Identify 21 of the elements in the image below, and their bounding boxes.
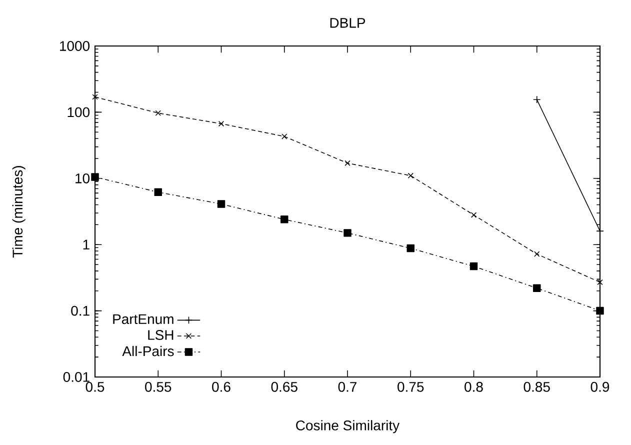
y-tick-label: 0.01 <box>63 372 90 382</box>
x-tick-label: 0.75 <box>398 382 424 392</box>
x-tick-label: 0.55 <box>145 382 172 392</box>
y-tick-label: 1000 <box>60 41 90 51</box>
x-tick-label: 0.8 <box>464 382 483 392</box>
y-tick-label: 0.1 <box>71 306 90 316</box>
x-tick-label: 0.85 <box>524 382 550 392</box>
y-tick-label: 10 <box>76 173 90 184</box>
x-tick-label: 0.9 <box>590 382 610 392</box>
x-tick-label: 0.5 <box>86 382 104 392</box>
legend-label: PartEnum <box>113 314 174 324</box>
x-axis-title: Cosine Similarity <box>296 420 400 434</box>
chart-title: DBLP <box>330 18 366 28</box>
y-axis-title: Time (minutes) <box>12 166 26 258</box>
legend-label: LSH <box>148 330 174 340</box>
y-tick-label: 1 <box>83 240 90 250</box>
y-tick-label: 100 <box>68 107 90 118</box>
x-tick-label: 0.6 <box>212 382 230 392</box>
x-tick-label: 0.65 <box>271 382 298 392</box>
legend-label: All-Pairs <box>122 346 174 356</box>
x-tick-label: 0.7 <box>338 382 357 392</box>
